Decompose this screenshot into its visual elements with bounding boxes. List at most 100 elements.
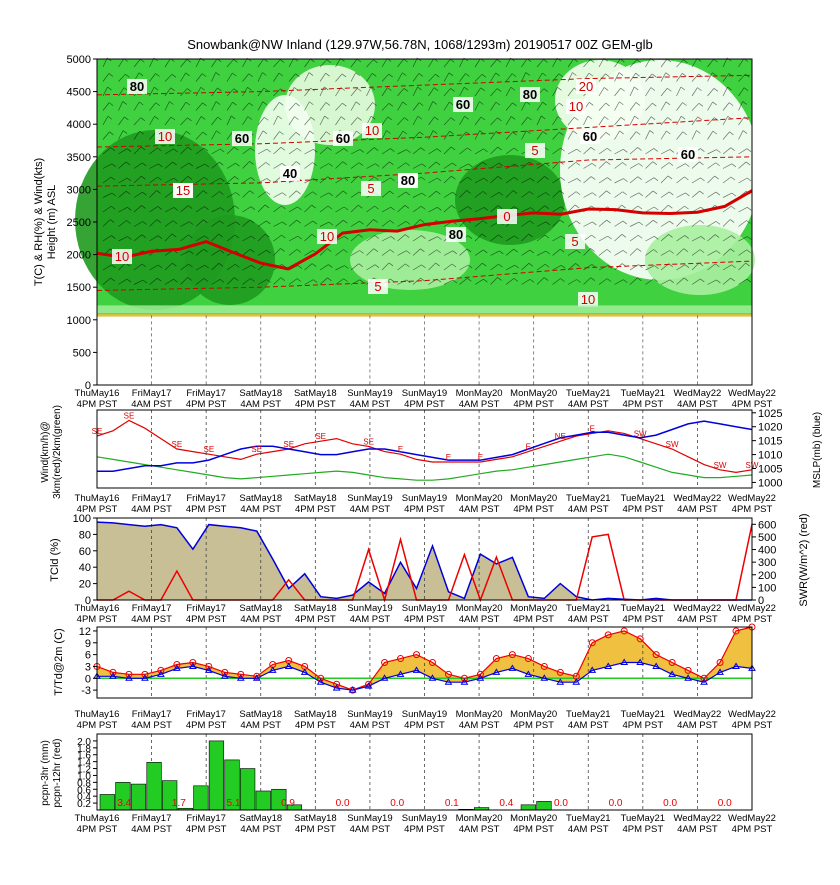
wind-barb bbox=[226, 72, 233, 82]
time-axis-3-day: MonMay20 bbox=[510, 603, 557, 614]
wind-barb bbox=[211, 161, 220, 169]
wind-barb bbox=[180, 59, 188, 68]
wind-barb-flag bbox=[684, 176, 689, 181]
wind-barb bbox=[645, 87, 652, 97]
wind-barb-flag bbox=[651, 73, 657, 78]
wind-barb-flag bbox=[389, 190, 394, 195]
wind-barb bbox=[536, 192, 546, 198]
wind-barb bbox=[102, 163, 112, 169]
wind-barb bbox=[319, 176, 328, 184]
wind-barb bbox=[288, 190, 297, 198]
wind-barb bbox=[366, 73, 373, 82]
wind-barb-flag bbox=[388, 73, 393, 78]
wind-barb-flag bbox=[126, 177, 132, 182]
wind-barb bbox=[319, 264, 329, 271]
wind-barb-flag bbox=[715, 162, 720, 167]
time-axis-3-day: WedMay22 bbox=[728, 603, 776, 614]
wind-barb bbox=[319, 102, 327, 111]
wind-barb bbox=[180, 250, 190, 256]
contour-label-bg bbox=[361, 181, 381, 196]
wind-barb bbox=[335, 161, 344, 169]
wind-barb-flag bbox=[313, 178, 318, 182]
wind-barb-flag bbox=[250, 235, 256, 240]
wind-barb-flag bbox=[669, 220, 674, 225]
wind-barb-flag bbox=[405, 162, 410, 167]
wind-barb-flag bbox=[742, 130, 748, 134]
wind-barb bbox=[211, 116, 218, 126]
wind-barb bbox=[459, 277, 468, 285]
wind-barb-flag bbox=[483, 278, 488, 283]
wind-barb-flag bbox=[437, 236, 442, 240]
wind-barb-flag bbox=[434, 116, 439, 121]
temp-isolines bbox=[96, 74, 753, 291]
temperature-point bbox=[237, 670, 245, 678]
wind-barb bbox=[567, 58, 575, 68]
wind-barb bbox=[567, 87, 575, 97]
wind-barb bbox=[552, 235, 562, 242]
wind-barb-flag bbox=[463, 86, 469, 91]
wind-barb bbox=[738, 278, 748, 285]
precip-ylabel-line-1: pcpn-12hr (red) bbox=[52, 739, 63, 808]
dewpoint-point bbox=[700, 678, 708, 685]
wind-barb bbox=[335, 190, 344, 198]
wind-barb bbox=[118, 101, 124, 111]
wind-barb-flag bbox=[251, 265, 256, 269]
temp-contour-label: 10 bbox=[569, 99, 583, 114]
wind-barb bbox=[273, 131, 280, 140]
temp-ylabel: T/Td@2m (C) bbox=[53, 628, 65, 695]
wind-barb bbox=[195, 235, 205, 242]
wind-barb bbox=[226, 263, 236, 271]
wind-barb-flag bbox=[700, 278, 705, 283]
wind-barb bbox=[660, 101, 667, 111]
wind-barb-flag bbox=[698, 73, 703, 78]
wind-direction-label: SW bbox=[634, 430, 647, 439]
rh-blob-center bbox=[455, 155, 565, 245]
wind-barb bbox=[567, 148, 577, 155]
wind-barb-flag bbox=[605, 73, 610, 78]
wind-barb-flag bbox=[621, 234, 627, 238]
wind-barb bbox=[304, 148, 314, 155]
wind-barb-flag bbox=[327, 176, 332, 180]
wind-barb-flag bbox=[712, 101, 717, 106]
wind-barb-flag bbox=[343, 249, 348, 253]
time-axis-2-hour: 4AM PST bbox=[131, 504, 172, 515]
wind-barb-flag bbox=[529, 249, 535, 254]
temperature-point bbox=[636, 635, 644, 643]
wind-barb-flag bbox=[481, 233, 487, 238]
wind-barb bbox=[660, 149, 671, 155]
wind-barb-flag bbox=[512, 102, 517, 107]
wind-barb-flag bbox=[266, 178, 272, 182]
time-axis-3-hour: 4AM PST bbox=[677, 614, 718, 625]
wind-barb-flag bbox=[636, 59, 642, 63]
wind-barb-flag bbox=[541, 115, 546, 120]
wind-barb bbox=[257, 58, 265, 68]
wind-barb bbox=[443, 146, 452, 155]
precip-12hr-total: 0.9 bbox=[281, 798, 295, 809]
wind-barb bbox=[598, 161, 607, 169]
wind-barb bbox=[707, 162, 716, 169]
time-axis-5-day: WedMay22 bbox=[673, 813, 721, 824]
dewpoint-point bbox=[476, 674, 485, 681]
wind-barb bbox=[366, 219, 374, 227]
wind-direction-label: E bbox=[590, 424, 595, 433]
wind-barb-flag bbox=[545, 221, 551, 226]
wind-barb-flag bbox=[296, 147, 302, 152]
wind-barb-flag bbox=[560, 177, 566, 181]
wind-barb bbox=[738, 220, 747, 227]
wind-barb-flag bbox=[654, 236, 659, 240]
wind-barb bbox=[474, 130, 481, 140]
precip-tick-label: 0.6 bbox=[77, 785, 91, 796]
wind-barb bbox=[614, 72, 620, 82]
wind-barb bbox=[660, 175, 669, 184]
wind-barb-flag bbox=[605, 102, 610, 107]
wind-barb-flag bbox=[450, 88, 455, 92]
wind-barb-flag bbox=[451, 175, 456, 180]
wind-barb bbox=[335, 249, 344, 256]
wind-barb bbox=[738, 249, 747, 256]
wind-barb bbox=[459, 190, 467, 198]
wind-barb-flag bbox=[668, 263, 673, 267]
wind-barb-flag bbox=[172, 161, 177, 166]
wind-barb bbox=[335, 116, 342, 126]
wind-barb-flag bbox=[219, 249, 225, 254]
wind-barb bbox=[118, 116, 125, 126]
